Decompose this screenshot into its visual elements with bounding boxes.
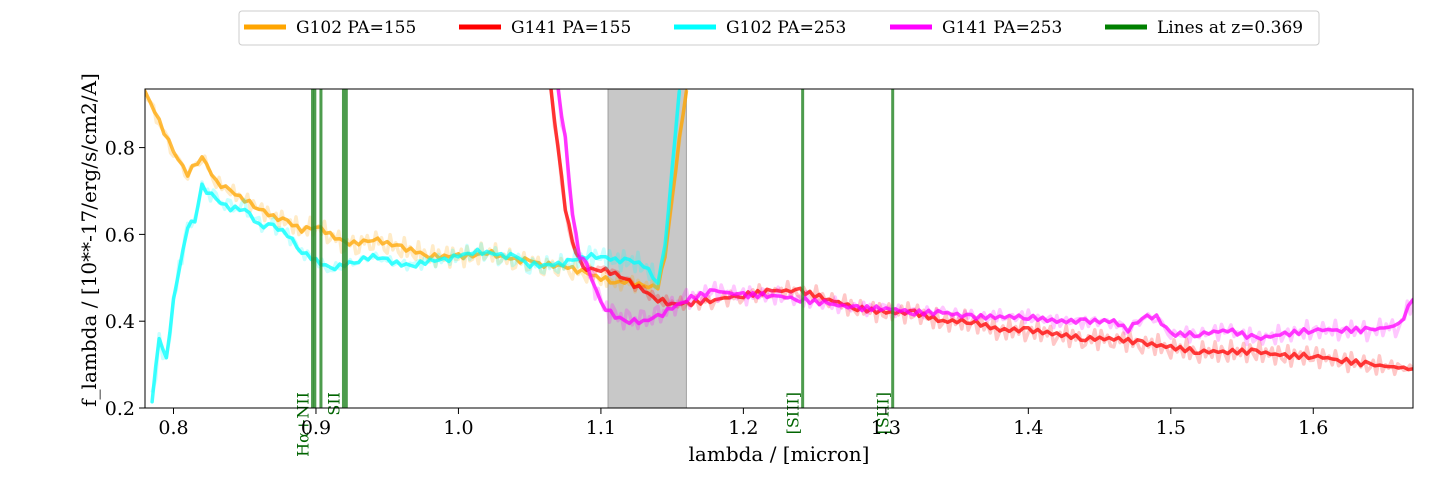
legend-frame xyxy=(238,10,1320,46)
x-tick-label: 1.4 xyxy=(1013,417,1043,439)
series-line-g102-pa-253 xyxy=(150,89,682,404)
legend-label: Lines at z=0.369 xyxy=(1157,18,1303,38)
x-tick-label: 1.0 xyxy=(443,417,473,439)
y-tick-label: 0.6 xyxy=(105,224,135,246)
y-tick-label: 0.2 xyxy=(105,398,135,420)
x-axis-label: lambda / [micron] xyxy=(689,442,870,466)
y-tick-label: 0.4 xyxy=(105,311,135,333)
x-tick-label: 1.5 xyxy=(1156,417,1186,439)
legend-label: G102 PA=155 xyxy=(296,18,416,38)
x-tick-label: 0.9 xyxy=(301,417,331,439)
legend-label: G141 PA=155 xyxy=(511,18,631,38)
plot-frame xyxy=(144,88,1414,409)
emission-line-label: [SIII] xyxy=(874,392,893,434)
legend: G102 PA=155 G141 PA=155 G102 PA=253 G141 PA… xyxy=(238,10,1320,46)
legend-label: G141 PA=253 xyxy=(942,18,1062,38)
x-tick-label: 1.6 xyxy=(1298,417,1328,439)
emission-line-label: SII xyxy=(325,392,344,416)
emission-line-label: [SIII] xyxy=(784,392,803,434)
x-tick-label: 1.2 xyxy=(728,417,758,439)
x-tick-label: 1.1 xyxy=(586,417,616,439)
x-tick-label: 1.3 xyxy=(871,417,901,439)
series-line-g102-pa-155 xyxy=(145,89,689,291)
series-line-g141-pa-253 xyxy=(556,89,1413,341)
x-tick-label: 0.8 xyxy=(158,417,188,439)
legend-label: G102 PA=253 xyxy=(726,18,846,38)
y-axis-label: f_lambda / [10**-17/erg/s/cm2/A] xyxy=(77,73,101,407)
plot-background xyxy=(145,89,1413,408)
y-tick-label: 0.8 xyxy=(105,138,135,160)
series-noise-g102-pa-253 xyxy=(150,91,682,393)
